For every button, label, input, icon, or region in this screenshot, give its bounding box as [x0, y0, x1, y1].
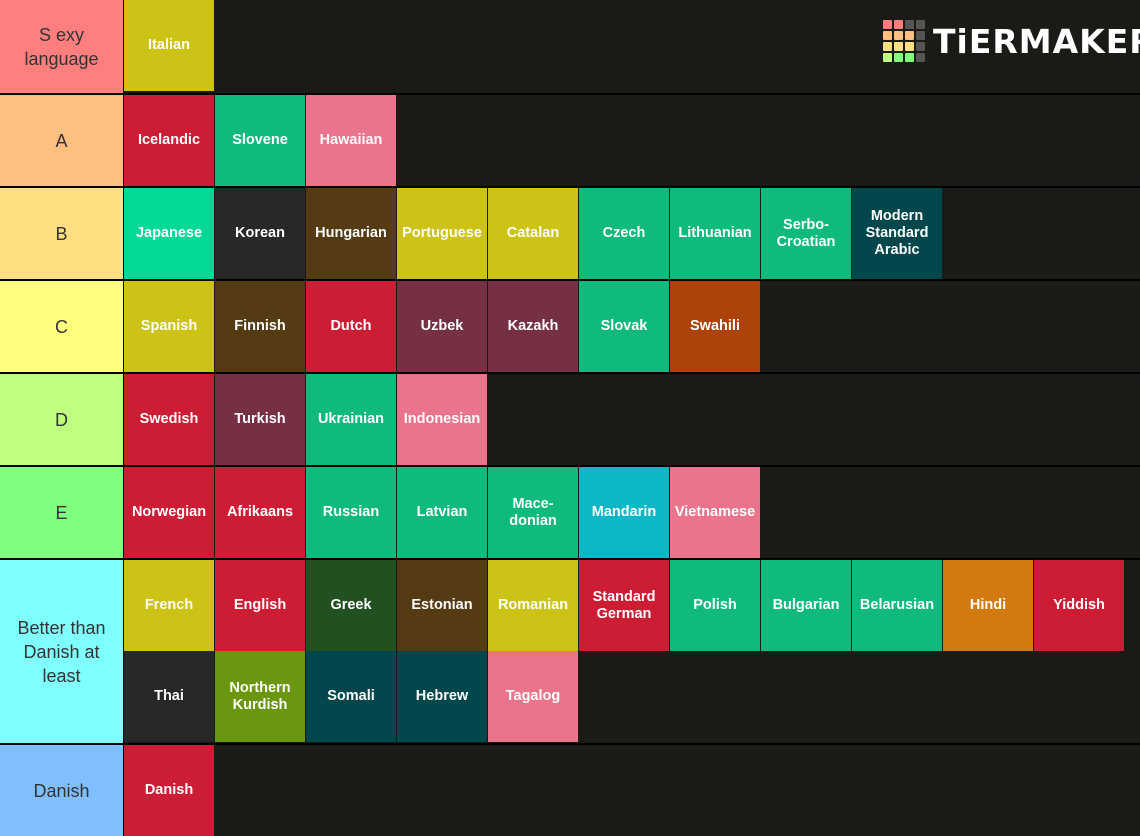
- tier-items: Italian: [124, 0, 1140, 93]
- tier-row: Better than Danish at least French English…: [0, 558, 1140, 743]
- language-tile[interactable]: Latvian: [397, 467, 488, 558]
- language-tile[interactable]: Czech: [579, 188, 670, 279]
- language-tile[interactable]: Greek: [306, 560, 397, 651]
- tier-row: S exy language Italian: [0, 0, 1140, 93]
- tier-row: Danish Danish: [0, 743, 1140, 836]
- language-tile[interactable]: Catalan: [488, 188, 579, 279]
- language-tile[interactable]: Norwegian: [124, 467, 215, 558]
- language-tile[interactable]: Romanian: [488, 560, 579, 651]
- language-tile[interactable]: Turkish: [215, 374, 306, 465]
- language-tile[interactable]: Somali: [306, 651, 397, 742]
- language-tile[interactable]: Modern Standard Arabic: [852, 188, 943, 279]
- tier-row: C Spanish Finnish Dutch Uzbek Kazakh Slovak Swa…: [0, 279, 1140, 372]
- tier-label[interactable]: C: [0, 281, 124, 372]
- language-tile[interactable]: Thai: [124, 651, 215, 742]
- tier-items: Japanese Korean Hungarian Portuguese Catalan…: [124, 188, 1140, 279]
- language-tile[interactable]: Korean: [215, 188, 306, 279]
- tier-label[interactable]: Danish: [0, 745, 124, 836]
- language-tile[interactable]: Uzbek: [397, 281, 488, 372]
- language-tile[interactable]: Northern Kurdish: [215, 651, 306, 742]
- language-tile[interactable]: Yiddish: [1034, 560, 1125, 651]
- language-tile[interactable]: Spanish: [124, 281, 215, 372]
- language-tile[interactable]: Hawaiian: [306, 95, 397, 186]
- language-tile[interactable]: Afrikaans: [215, 467, 306, 558]
- language-tile[interactable]: French: [124, 560, 215, 651]
- language-tile[interactable]: Belarusian: [852, 560, 943, 651]
- tier-row: D Swedish Turkish Ukrainian Indonesian: [0, 372, 1140, 465]
- language-tile[interactable]: Vietnamese: [670, 467, 761, 558]
- language-tile[interactable]: Kazakh: [488, 281, 579, 372]
- tier-items: Danish: [124, 745, 1140, 836]
- language-tile[interactable]: Mace-donian: [488, 467, 579, 558]
- tier-items: Swedish Turkish Ukrainian Indonesian: [124, 374, 1140, 465]
- tier-label[interactable]: Better than Danish at least: [0, 560, 124, 743]
- tier-row: E Norwegian Afrikaans Russian Latvian Mace-do…: [0, 465, 1140, 558]
- language-tile[interactable]: Hindi: [943, 560, 1034, 651]
- language-tile[interactable]: Tagalog: [488, 651, 579, 742]
- language-tile[interactable]: Bulgarian: [761, 560, 852, 651]
- language-tile[interactable]: English: [215, 560, 306, 651]
- language-tile[interactable]: Swahili: [670, 281, 761, 372]
- tier-label[interactable]: B: [0, 188, 124, 279]
- tier-items: Icelandic Slovene Hawaiian: [124, 95, 1140, 186]
- language-tile[interactable]: Lithuanian: [670, 188, 761, 279]
- language-tile[interactable]: Swedish: [124, 374, 215, 465]
- tier-label[interactable]: E: [0, 467, 124, 558]
- language-tile[interactable]: Polish: [670, 560, 761, 651]
- language-tile[interactable]: Portuguese: [397, 188, 488, 279]
- language-tile[interactable]: Finnish: [215, 281, 306, 372]
- tier-label[interactable]: S exy language: [0, 0, 124, 93]
- language-tile[interactable]: Standard German: [579, 560, 670, 651]
- language-tile[interactable]: Ukrainian: [306, 374, 397, 465]
- language-tile[interactable]: Icelandic: [124, 95, 215, 186]
- language-tile[interactable]: Slovene: [215, 95, 306, 186]
- language-tile[interactable]: Danish: [124, 745, 215, 836]
- language-tile[interactable]: Indonesian: [397, 374, 488, 465]
- language-tile[interactable]: Italian: [124, 0, 215, 91]
- language-tile[interactable]: Hungarian: [306, 188, 397, 279]
- tier-row: A Icelandic Slovene Hawaiian: [0, 93, 1140, 186]
- tiermaker-logo: TiERMAKER: [883, 20, 1140, 62]
- tier-items: Spanish Finnish Dutch Uzbek Kazakh Slovak Swah…: [124, 281, 1140, 372]
- language-tile[interactable]: Hebrew: [397, 651, 488, 742]
- language-tile[interactable]: Japanese: [124, 188, 215, 279]
- tier-items: Norwegian Afrikaans Russian Latvian Mace-don…: [124, 467, 1140, 558]
- tier-items: French English Greek Estonian Romanian Standa…: [124, 560, 1140, 743]
- tier-label[interactable]: D: [0, 374, 124, 465]
- language-tile[interactable]: Estonian: [397, 560, 488, 651]
- tier-row: B Japanese Korean Hungarian Portuguese Catala…: [0, 186, 1140, 279]
- language-tile[interactable]: Russian: [306, 467, 397, 558]
- language-tile[interactable]: Serbo-Croatian: [761, 188, 852, 279]
- tier-label[interactable]: A: [0, 95, 124, 186]
- language-tile[interactable]: Slovak: [579, 281, 670, 372]
- tiermaker-grid-icon: [883, 20, 925, 62]
- tiermaker-wordmark: TiERMAKER: [933, 21, 1140, 61]
- language-tile[interactable]: Dutch: [306, 281, 397, 372]
- language-tile[interactable]: Mandarin: [579, 467, 670, 558]
